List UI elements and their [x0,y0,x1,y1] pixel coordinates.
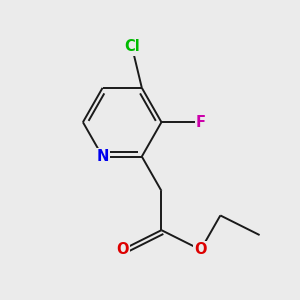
Text: N: N [96,149,109,164]
Text: O: O [194,242,207,257]
Text: F: F [196,115,206,130]
Text: O: O [116,242,128,257]
Text: Cl: Cl [124,39,140,54]
